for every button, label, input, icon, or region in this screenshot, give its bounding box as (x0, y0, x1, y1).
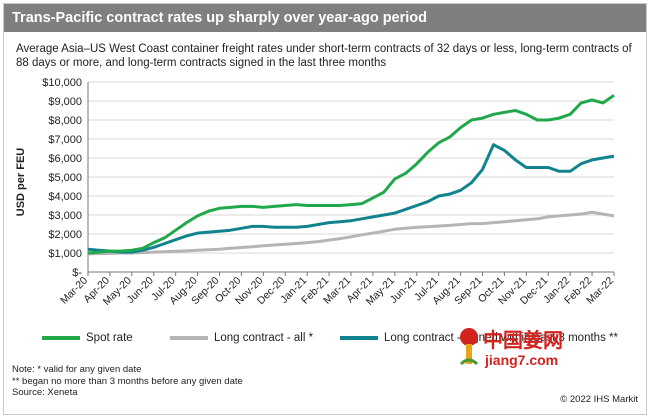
y-tick-label: $1,000 (48, 248, 82, 260)
watermark-url: jiang7.com (485, 352, 559, 368)
figure-frame (3, 3, 647, 415)
legend-swatch-long-all (170, 335, 208, 340)
y-tick-label: $7,000 (48, 134, 82, 146)
legend-label-spot: Spot rate (86, 332, 133, 344)
legend-label-long-recent: Long contract - signed within past 3 mon… (384, 332, 618, 344)
y-tick-label: $10,000 (42, 77, 82, 89)
y-axis-label: USD per FEU (15, 148, 27, 217)
footnote-2: ** began no more than 3 months before an… (12, 375, 243, 387)
x-axis-ticks: Mar-20Apr-20May-20Jun-20Jul-20Aug-20Sep-… (58, 272, 616, 308)
copyright: © 2022 IHS Markit (560, 394, 638, 405)
series-line-2 (87, 143, 615, 254)
y-tick-label: $2,000 (48, 229, 82, 241)
y-axis-ticks: $- $1,000 $2,000 $3,000 $4,000 $5,000 $6,000 $7… (42, 77, 82, 279)
legend-item-long-recent: Long contract - signed within past 3 mon… (340, 332, 618, 348)
title-bar: Trans-Pacific contract rates up sharply … (4, 4, 646, 32)
legend-label-long-all: Long contract - all * (214, 332, 314, 344)
chart-subtitle: Average Asia–US West Coast container fre… (16, 43, 632, 69)
legend-item-spot: Spot rate (42, 332, 133, 348)
source-note: Source: Xeneta (12, 387, 78, 398)
series-line-1 (87, 210, 615, 256)
y-tick-label: $3,000 (48, 210, 82, 222)
legend-item-long-all: Long contract - all * (170, 332, 313, 348)
y-tick-label: $- (72, 267, 82, 279)
watermark-chinese: 中国姜网 (483, 328, 563, 352)
y-tick-label: $4,000 (48, 191, 82, 203)
watermark: 中国姜网 jiang7.com (455, 322, 615, 374)
y-tick-label: $9,000 (48, 96, 82, 108)
series-line-0 (87, 94, 615, 255)
chart-title: Trans-Pacific contract rates up sharply … (12, 10, 428, 26)
y-tick-label: $8,000 (48, 115, 82, 127)
watermark-logo-icon (459, 328, 479, 366)
y-tick-label: $5,000 (48, 172, 82, 184)
footnote-1: Note: * valid for any given date (12, 364, 142, 375)
legend-swatch-spot (42, 335, 80, 340)
legend-swatch-long-recent (340, 335, 378, 340)
y-tick-label: $6,000 (48, 153, 82, 165)
series-lines (87, 94, 615, 256)
footnotes: Note: * valid for any given date ** bega… (12, 364, 243, 399)
